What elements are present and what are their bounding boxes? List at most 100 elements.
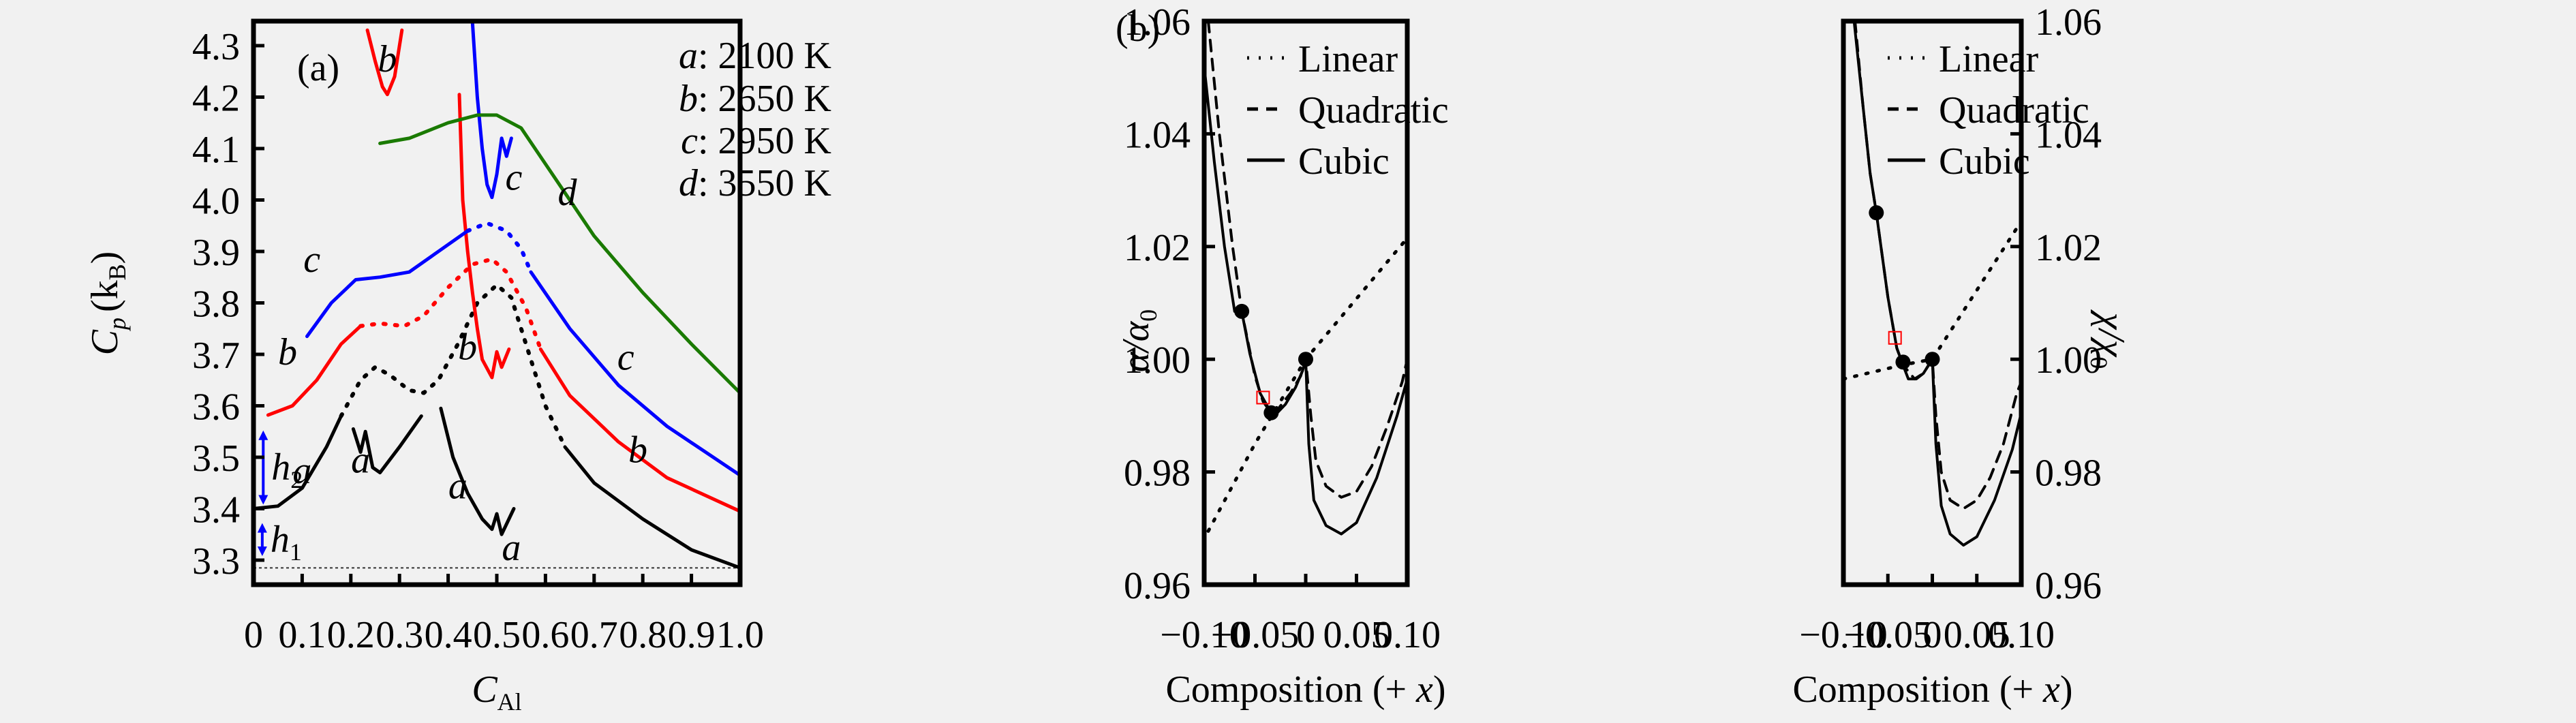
data-point-marker — [1869, 205, 1884, 221]
series-a-dotted — [339, 283, 567, 449]
panel-a-legend: a: 2100 K b: 2650 K c: 2950 K d: 3550 K — [679, 35, 831, 204]
x-tick-label: 0.05 — [1944, 614, 2010, 656]
x-tick-label: 0.8 — [619, 614, 666, 656]
x-tick-label: −0.10 — [1799, 614, 1888, 656]
y-tick-label: 4.0 — [192, 181, 240, 223]
x-tick-label: 0.4 — [425, 614, 472, 656]
panel-b-alpha-x-axis-label: Composition (+ x) — [1165, 668, 1445, 711]
legend-label: Linear — [1298, 38, 1398, 80]
x-tick-label: 1.0 — [716, 614, 764, 656]
curve-label-b: b — [278, 331, 297, 373]
curve-label-c: c — [506, 156, 523, 198]
y-tick-label: 1.02 — [2035, 227, 2102, 269]
legend-item-linear: Linear — [1888, 38, 2038, 80]
series-b-solid — [266, 324, 363, 417]
y-tick-label: 4.2 — [192, 78, 240, 120]
x-tick-label: 0.05 — [1323, 614, 1390, 656]
x-tick-label: 0.3 — [375, 614, 423, 656]
x-tick-label: 0 — [244, 614, 263, 656]
curve-label-c: c — [617, 337, 634, 379]
y-tick-label: 0.98 — [2035, 452, 2102, 495]
panel-a-x-axis-label: CAl — [472, 668, 521, 716]
y-tick-label: 4.3 — [192, 26, 240, 68]
legend-item-a: a: 2100 K — [679, 35, 831, 77]
series-a-metastable-2-solid — [439, 406, 516, 536]
curve-label-a: a — [448, 465, 467, 507]
panel-b-chi-legend: Linear Quadratic Cubic — [1888, 38, 2089, 183]
panel-b-alpha-legend: Linear Quadratic Cubic — [1247, 38, 1449, 183]
x-tick-label: 0.9 — [668, 614, 716, 656]
data-point-marker — [1895, 354, 1911, 370]
panel-a-label: (a) — [297, 47, 339, 89]
x-tick-label: 0.2 — [327, 614, 375, 656]
legend-item-b: b: 2650 K — [679, 78, 831, 120]
legend-label: Quadratic — [1939, 89, 2089, 132]
legend-item-linear: Linear — [1247, 38, 1398, 80]
legend-item-d: d: 3550 K — [679, 162, 831, 204]
curve-label-a: a — [502, 527, 521, 569]
series-a-solid — [563, 445, 742, 570]
data-point-marker — [1925, 352, 1940, 367]
y-tick-label: 1.04 — [2035, 114, 2102, 156]
series-d-solid — [378, 113, 742, 395]
panel-b-alpha: −0.10−0.050 0.050.10 0.96 0.98 1.00 1.02 1.04… — [1115, 1, 1449, 711]
legend-label: Quadratic — [1298, 89, 1449, 132]
legend-item-cubic: Cubic — [1888, 140, 2030, 183]
y-tick-label: 1.00 — [2035, 339, 2102, 382]
data-point-marker — [1263, 405, 1279, 420]
y-tick-label: 3.9 — [192, 232, 240, 274]
x-tick-label: −0.05 — [1843, 614, 1932, 656]
curve-label-c: c — [303, 239, 320, 281]
data-point-marker — [1234, 303, 1250, 319]
arrow-label: h2 — [271, 446, 303, 493]
panel-b-alpha-x-ticks: −0.10−0.050 0.050.10 — [1160, 574, 1441, 656]
y-tick-label: 0.96 — [1124, 565, 1191, 607]
series-linear — [1206, 236, 1409, 533]
arrow-h2: h2 — [258, 430, 303, 505]
legend-item-cubic: Cubic — [1247, 140, 1390, 183]
highlight-square-marker — [1256, 390, 1270, 405]
y-tick-label: 3.7 — [192, 335, 240, 377]
curve-label-b: b — [628, 429, 647, 472]
arrow-label: h1 — [271, 519, 302, 566]
legend-item-quadratic: Quadratic — [1888, 89, 2089, 132]
x-tick-label: 0.10 — [1988, 614, 2055, 656]
curve-label-b: b — [458, 326, 477, 369]
series-b-solid — [538, 347, 742, 513]
x-tick-label: −0.10 — [1160, 614, 1248, 656]
y-tick-label: 4.1 — [192, 129, 240, 171]
y-tick-label: 1.06 — [1124, 1, 1191, 44]
series-a-solid — [251, 414, 343, 510]
panel-b-chi-x-axis-label: Composition (+ x) — [1792, 668, 2072, 711]
series-b-dotted — [358, 257, 543, 352]
series-linear — [1841, 219, 2023, 381]
legend-label: Cubic — [1298, 140, 1390, 183]
series-c-solid — [529, 270, 742, 477]
panel-a-y-ticks: 3.3 3.4 3.5 3.6 3.7 3.8 3.9 4.0 4.1 4.2 4.3 — [192, 26, 264, 583]
panel-b-chi-x-ticks: −0.10−0.050 0.050.10 — [1799, 574, 2055, 656]
panel-b-alpha-plot-area — [1203, 20, 1409, 536]
panel-b-alpha-y-axis-label: α/α0 — [1115, 309, 1162, 372]
x-tick-label: 0 — [1923, 614, 1942, 656]
x-tick-label: 0.1 — [278, 614, 326, 656]
y-tick-label: 1.02 — [1124, 227, 1191, 269]
curve-label-d: d — [558, 172, 578, 214]
legend-label: Linear — [1939, 38, 2038, 80]
curve-label-b: b — [378, 38, 397, 80]
arrow-h1: h1 — [257, 519, 302, 566]
x-tick-label: 0.10 — [1374, 614, 1441, 656]
curve-label-a: a — [351, 440, 370, 482]
panel-b-label: (b) — [1116, 7, 1160, 50]
y-tick-label: 1.06 — [2035, 1, 2102, 44]
panel-b-chi: −0.10−0.050 0.050.10 0.96 0.98 1.00 1.02 1.04… — [1792, 1, 2132, 711]
x-tick-label: 0.5 — [473, 614, 521, 656]
x-tick-label: 0.6 — [521, 614, 569, 656]
y-tick-label: 1.00 — [1124, 339, 1191, 382]
panel-b-chi-y-axis-label: χ/χ0 — [2085, 309, 2132, 369]
panel-b-chi-y-ticks: 0.96 0.98 1.00 1.02 1.04 1.06 — [2010, 1, 2102, 607]
y-tick-label: 1.04 — [1124, 114, 1191, 156]
curve-label-a: a — [292, 450, 311, 492]
panel-b-alpha-y-ticks: 0.96 0.98 1.00 1.02 1.04 1.06 — [1124, 1, 1215, 607]
